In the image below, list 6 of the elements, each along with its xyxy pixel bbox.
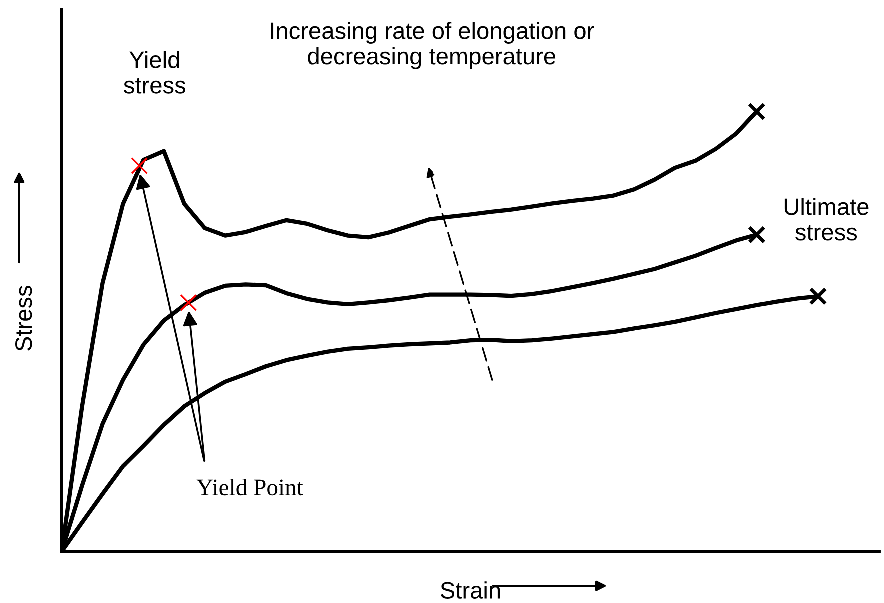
annotation: Ultimate stress: [784, 198, 869, 241]
x-axis-title: Strain: [440, 582, 500, 599]
y-axis-title: Stress: [15, 286, 32, 352]
annotation: Yield Point: [196, 478, 304, 496]
text: Yield stress: [124, 51, 186, 94]
text: Increasing rate of elongation or decreasing temperature: [271, 22, 594, 70]
